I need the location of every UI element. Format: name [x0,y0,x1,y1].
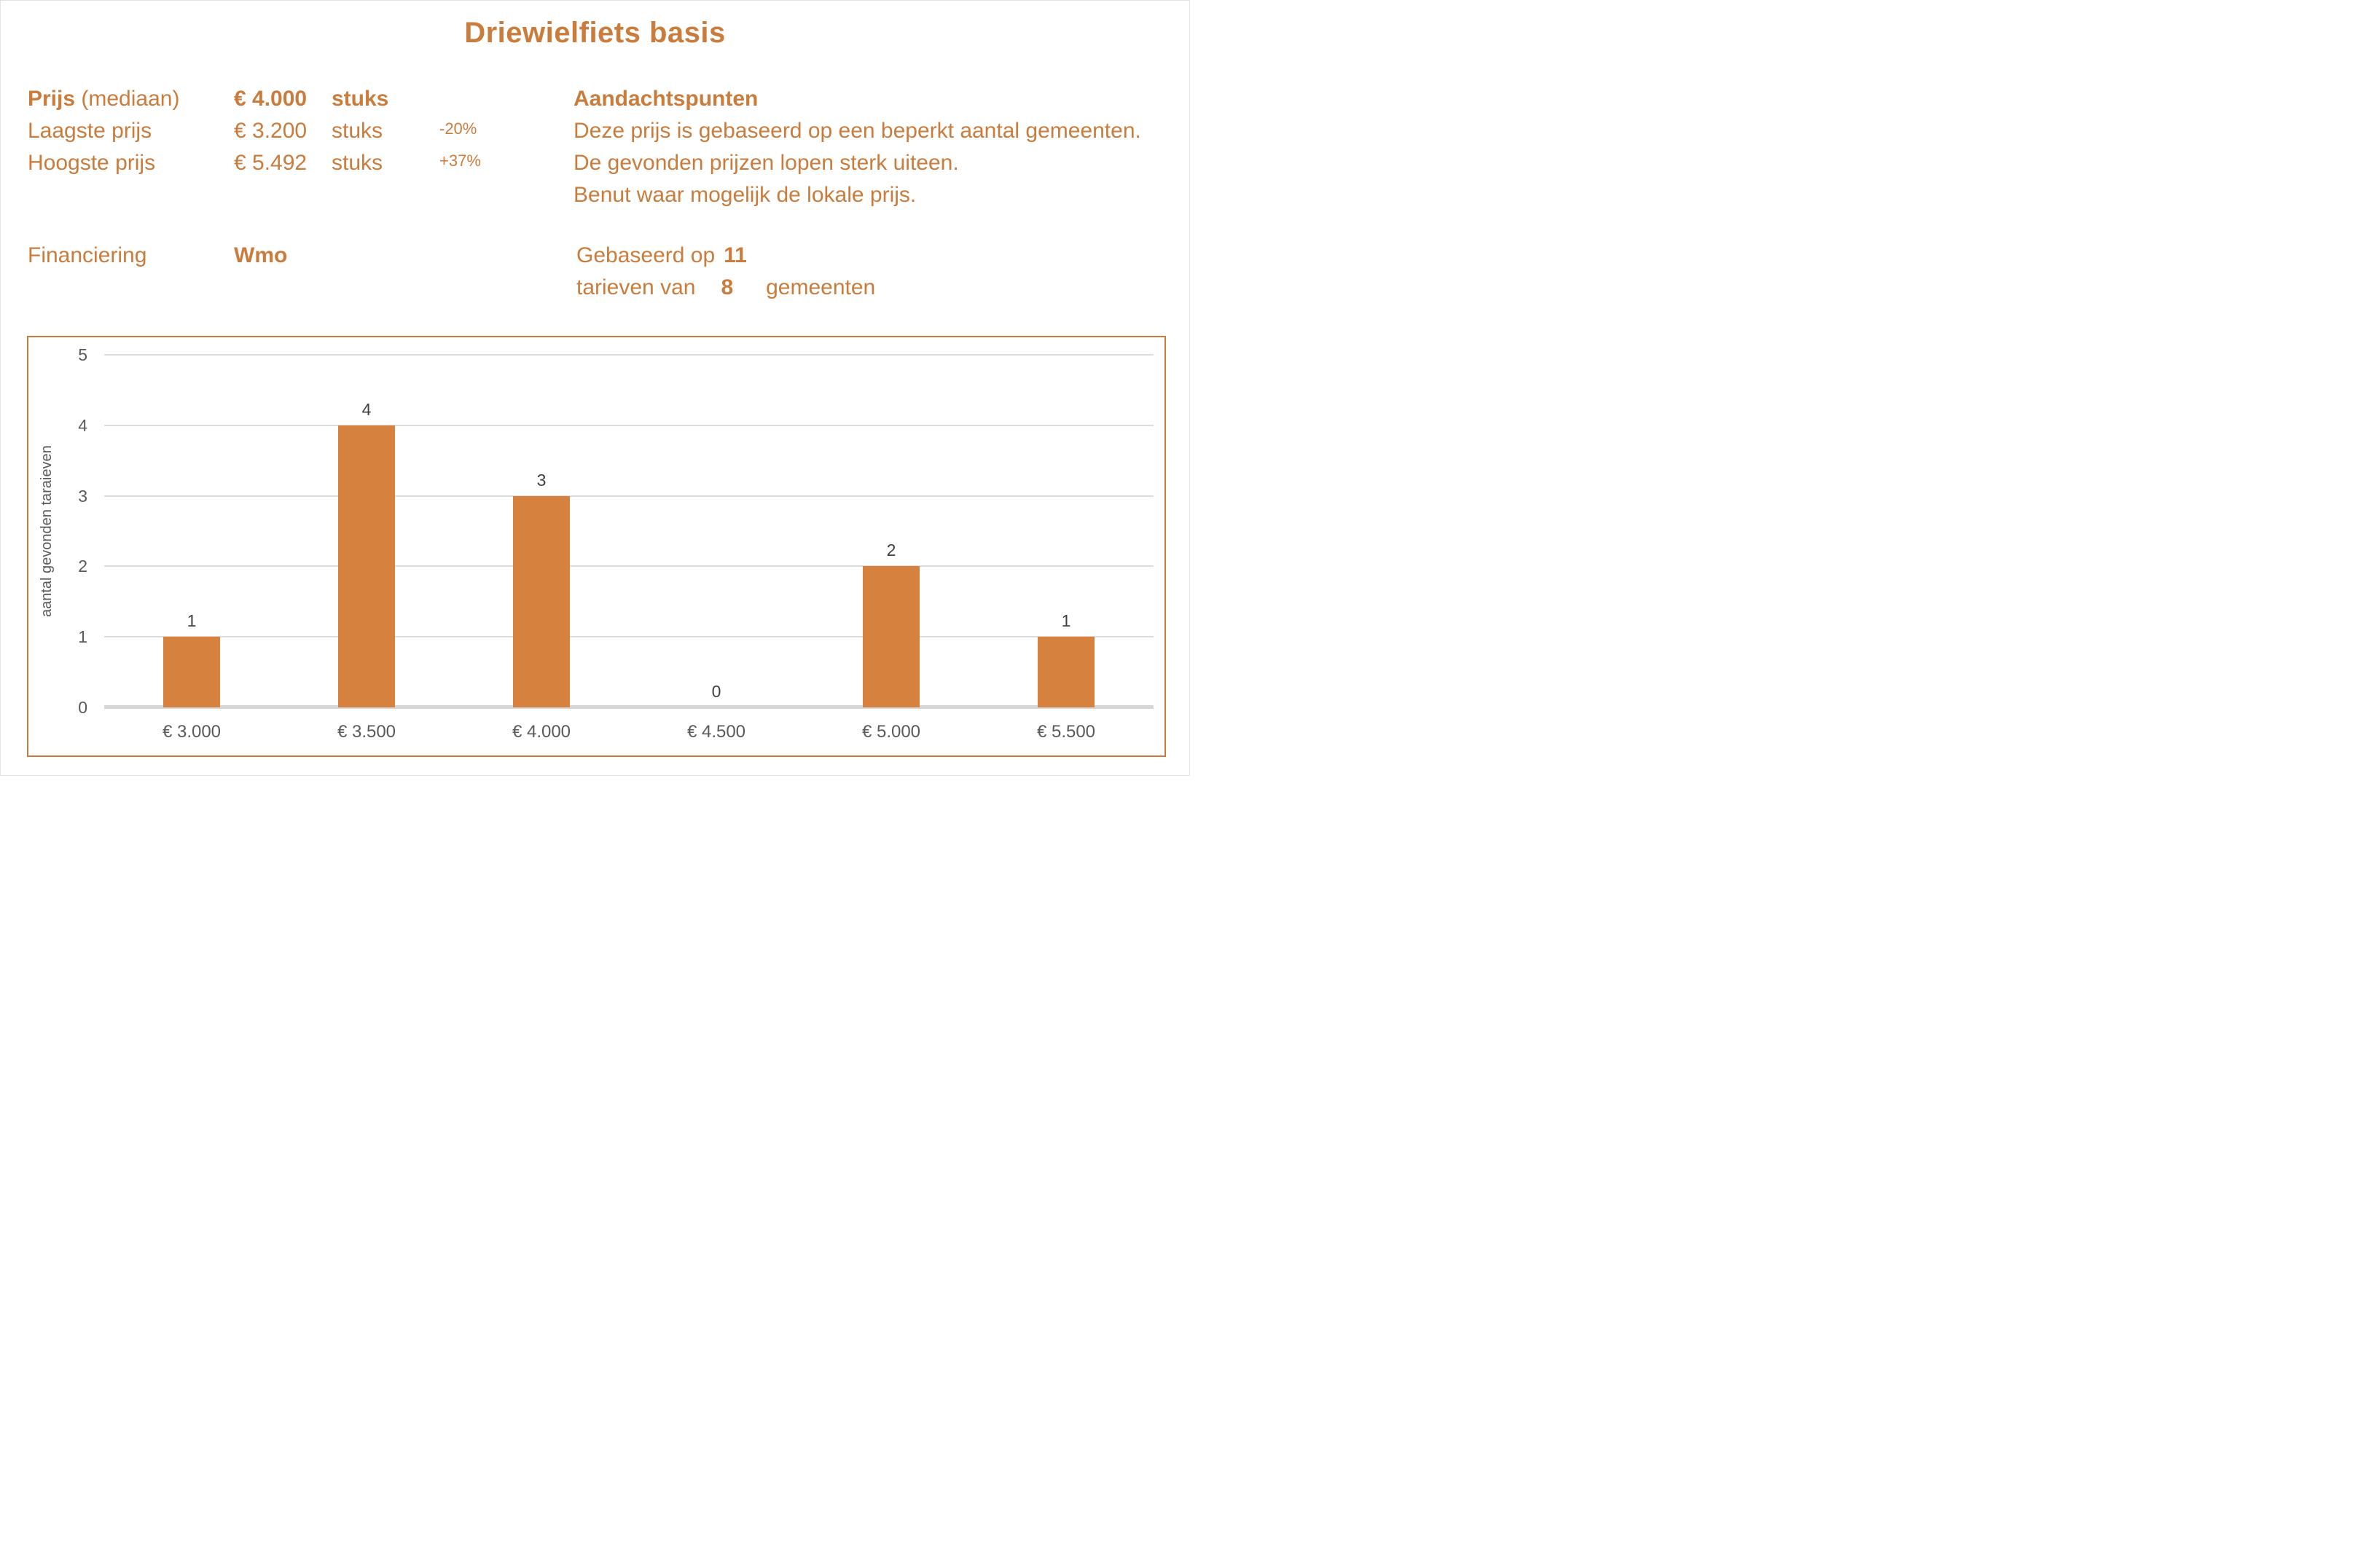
bar-slot: 1 [104,355,279,707]
stats-label-normal: Laagste prijs [28,119,152,143]
stats-unit: stuks [332,119,383,143]
stats-row: Prijs (mediaan) € 4.000 stuks [28,83,541,115]
bar-slot: 2 [804,355,979,707]
x-axis-ticks: € 3.000 € 3.500 € 4.000 € 4.500 € 5.000 € 5.5… [104,722,1154,742]
y-tick-label: 1 [78,627,87,647]
notes-block: Aandachtspunten Deze prijs is gebaseerd … [574,83,1141,211]
plot-area: 1 4 3 0 2 1 [104,354,1154,709]
stats-label: Prijs (mediaan) [28,87,234,111]
based-on-prefix: Gebaseerd op [576,243,716,267]
stats-percent: +37% [439,152,481,170]
x-tick-label: € 3.000 [162,722,222,742]
bar [863,566,920,707]
bar [1038,637,1095,707]
page-title: Driewielfiets basis [464,17,726,49]
note-line: Benut waar mogelijk de lokale prijs. [574,183,917,207]
notes-lines: Deze prijs is gebaseerd op een beperkt a… [574,115,1141,211]
infographic-sheet: Driewielfiets basis Prijs (mediaan) € 4.0… [0,0,1190,776]
bars-row: 1 4 3 0 2 1 [104,355,1154,707]
bar-slot: 3 [454,355,629,707]
x-tick-label: € 5.500 [1036,722,1096,742]
bar-slot: 1 [979,355,1154,707]
bar-value-label: 1 [187,611,197,631]
bar-value-label: 3 [536,470,547,490]
x-tick-label: € 4.500 [686,722,746,742]
stats-value: € 4.000 [234,87,308,111]
gridline [104,636,1154,638]
gridline [104,565,1154,568]
stats-label-normal: (mediaan) [75,87,180,111]
stats-unit: stuks [332,87,389,111]
stats-label-strong: Prijs [28,87,76,111]
financing-row: Financiering Wmo [28,240,287,272]
y-tick-label: 0 [78,698,87,717]
y-tick-label: 3 [78,486,87,506]
bar-value-label: 2 [886,541,896,560]
x-tick-label: € 5.000 [861,722,921,742]
note-line: De gevonden prijzen lopen sterk uiteen. [574,151,959,175]
y-tick-label: 5 [78,345,87,364]
x-tick-label: € 3.500 [337,722,396,742]
based-on-line1: Gebaseerd op 11 [576,240,875,272]
stats-row: Laagste prijs € 3.200 stuks -20% [28,115,541,147]
stats-row: Hoogste prijs € 5.492 stuks +37% [28,147,541,179]
stats-value: € 3.200 [234,119,308,143]
notes-heading: Aandachtspunten [574,87,759,111]
bar [338,425,395,707]
price-stats: Prijs (mediaan) € 4.000 stuks Laagste prijs… [28,83,541,179]
bar [513,495,570,707]
y-axis-ticks: 0 1 2 3 4 5 [28,337,87,755]
based-on-line2-prefix: tarieven van [576,275,696,299]
based-on-tariff-count: 11 [724,243,747,267]
note-line: Deze prijs is gebaseerd op een beperkt a… [574,119,1141,143]
bar-value-label: 1 [1061,611,1071,631]
bar-slot: 4 [279,355,454,707]
stats-percent: -20% [439,119,477,138]
bar-value-label: 0 [711,682,721,701]
stats-unit: stuks [332,151,383,175]
gridline [104,354,1154,356]
bar-value-label: 4 [361,399,372,419]
gridline [104,705,1154,709]
based-on-suffix: gemeenten [766,275,876,299]
based-on-municipality-count: 8 [721,275,734,299]
gridline [104,495,1154,497]
y-tick-label: 2 [78,557,87,576]
gridline [104,424,1154,426]
stats-label: Laagste prijs [28,119,234,144]
x-tick-label: € 4.000 [512,722,571,742]
bar-slot: 0 [629,355,804,707]
based-on-line2: tarieven van 8 gemeenten [576,272,875,304]
bar [163,637,220,707]
based-on-block: Gebaseerd op 11 tarieven van 8 gemeenten [576,240,875,304]
stats-label: Hoogste prijs [28,151,234,176]
y-tick-label: 4 [78,415,87,435]
stats-label-normal: Hoogste prijs [28,151,156,175]
stats-value: € 5.492 [234,151,308,175]
financing-value: Wmo [234,243,288,267]
financing-label: Financiering [28,243,147,267]
